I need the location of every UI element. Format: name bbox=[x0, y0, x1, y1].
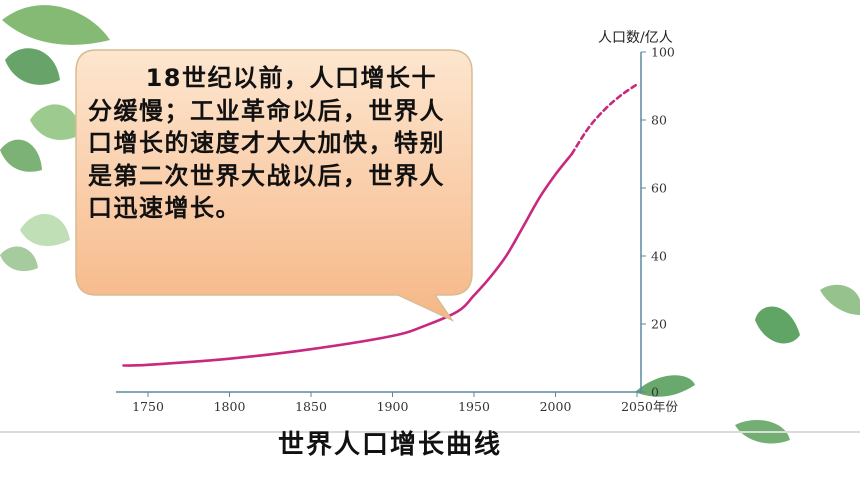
y-ticks: 0 20 40 60 80 100 bbox=[641, 45, 675, 400]
leaf-icon bbox=[2, 5, 110, 45]
callout-text: 18世纪以前，人口增长十分缓慢；工业革命以后，世界人口增长的速度才大大加快，特别… bbox=[88, 64, 445, 222]
leaf-icon bbox=[30, 104, 80, 140]
leaf-icon bbox=[635, 375, 695, 397]
x-axis-unit-label: 年份 bbox=[653, 399, 679, 414]
y-tick-label: 60 bbox=[651, 181, 667, 196]
chart-series bbox=[122, 83, 639, 367]
leaf-icon bbox=[820, 284, 860, 315]
y-tick-label: 80 bbox=[651, 113, 667, 128]
y-tick-label: 40 bbox=[651, 249, 667, 264]
x-tick-label: 1900 bbox=[377, 399, 409, 414]
leaf-icon bbox=[5, 48, 60, 85]
y-tick-label: 100 bbox=[651, 45, 675, 60]
leaf-icon bbox=[0, 246, 38, 272]
leaf-icon bbox=[20, 213, 70, 246]
y-axis-label: 人口数/亿人 bbox=[598, 30, 673, 46]
chart-caption: 世界人口增长曲线 bbox=[277, 430, 502, 460]
x-tick-label: 1800 bbox=[214, 399, 246, 414]
leaf-icon bbox=[0, 139, 42, 172]
y-tick-label: 0 bbox=[651, 385, 659, 400]
population-line-dashed bbox=[570, 83, 639, 156]
chart-axes bbox=[116, 52, 642, 393]
population-line-solid bbox=[122, 152, 574, 367]
x-tick-label: 1750 bbox=[132, 399, 164, 414]
leaf-icon bbox=[755, 306, 800, 344]
x-tick-label: 2000 bbox=[540, 399, 572, 414]
x-ticks: 1750 1800 1850 1900 1950 2000 2050 年份 bbox=[132, 392, 679, 414]
y-tick-label: 20 bbox=[651, 317, 667, 332]
callout-bubble bbox=[75, 49, 473, 322]
x-tick-label: 1850 bbox=[295, 399, 327, 414]
x-tick-label: 2050 bbox=[621, 399, 653, 414]
x-tick-label: 1950 bbox=[458, 399, 490, 414]
